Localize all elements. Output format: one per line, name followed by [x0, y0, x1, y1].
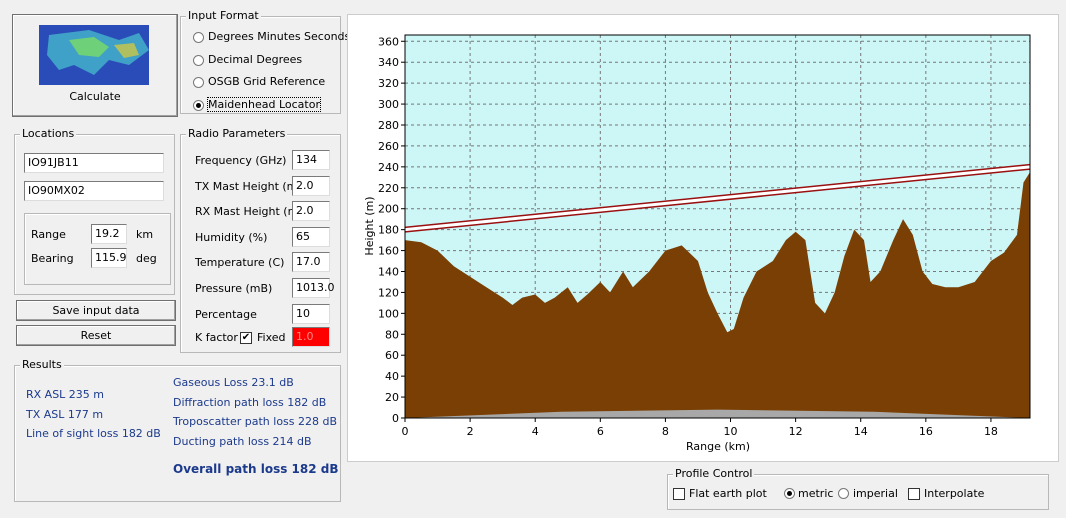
format-radio[interactable] — [193, 77, 204, 88]
param-value[interactable]: 17.0 — [292, 252, 330, 273]
results-group: Results RX ASL 235 m TX ASL 177 m Line of … — [14, 358, 341, 502]
input-format-group: Input Format Degrees Minutes Seconds Deci… — [180, 9, 350, 114]
format-radio[interactable] — [193, 54, 204, 66]
range-value[interactable]: 19.2 — [91, 224, 127, 244]
result-item: Ducting path loss 214 dB — [173, 435, 312, 449]
result-item: Gaseous Loss 23.1 dB — [173, 376, 294, 389]
range-unit: km — [136, 228, 154, 241]
format-radio[interactable] — [193, 99, 204, 111]
flat-earth-label: Flat earth plot — [689, 487, 767, 500]
metric-label: metric — [798, 487, 834, 500]
profile-control-group: Profile Control Flat earth plot metric i… — [667, 467, 1049, 510]
result-item: Diffraction path loss 182 dB — [173, 395, 327, 409]
imperial-radio[interactable] — [838, 488, 849, 499]
param-value[interactable]: 10 — [292, 303, 330, 324]
chart-frame — [347, 14, 1059, 462]
param-label: Pressure (mB) — [195, 282, 273, 295]
param-value[interactable]: 134 — [292, 150, 330, 170]
result-item: RX ASL 235 m — [26, 388, 105, 401]
format-label: Decimal Degrees — [208, 52, 303, 66]
result-item: Troposcatter path loss 228 dB — [173, 415, 338, 429]
imperial-label: imperial — [853, 487, 898, 500]
metric-radio[interactable] — [784, 488, 795, 499]
map-thumbnail — [39, 25, 149, 85]
param-label: Humidity (%) — [195, 230, 268, 244]
rx-location[interactable]: IO91JB11 — [24, 153, 164, 173]
bearing-value[interactable]: 115.9 — [91, 248, 127, 268]
param-label: Percentage — [195, 307, 257, 321]
param-label: TX Mast Height (m) — [195, 179, 302, 193]
k-factor-value[interactable]: 1.0 — [292, 327, 330, 347]
param-value[interactable]: 65 — [292, 226, 330, 247]
range-box: Range 19.2 km Bearing 115.9 deg — [24, 213, 171, 285]
bearing-label: Bearing — [31, 252, 74, 265]
group-title: Profile Control — [673, 467, 755, 480]
param-label: Frequency (GHz) — [195, 154, 287, 167]
save-button[interactable]: Save input data — [16, 300, 176, 321]
bearing-unit: deg — [136, 252, 157, 265]
param-value[interactable]: 2.0 — [292, 201, 330, 222]
param-value[interactable]: 2.0 — [292, 175, 330, 196]
param-label: RX Mast Height (m) — [195, 205, 303, 219]
param-label: Temperature (C) — [195, 256, 285, 270]
locations-group: Locations IO91JB11 IO90MX02 Range 19.2 k… — [14, 127, 175, 295]
result-item: TX ASL 177 m — [26, 407, 104, 421]
calculate-label: Calculate — [69, 90, 121, 103]
k-factor-label: K factor — [195, 331, 238, 344]
param-value[interactable]: 1013.0 — [292, 278, 335, 298]
range-label: Range — [31, 228, 66, 241]
format-label: Maidenhead Locator — [207, 96, 321, 112]
format-label: OSGB Grid Reference — [208, 75, 326, 88]
group-title: Input Format — [186, 9, 261, 22]
fixed-label: Fixed — [257, 331, 286, 344]
tx-location[interactable]: IO90MX02 — [24, 181, 164, 201]
reset-button[interactable]: Reset — [16, 325, 176, 346]
flat-earth-checkbox[interactable] — [673, 488, 685, 500]
format-label: Degrees Minutes Seconds — [208, 30, 351, 43]
group-title: Radio Parameters — [186, 127, 288, 140]
group-title: Results — [20, 358, 64, 371]
fixed-checkbox[interactable]: ✔ — [240, 332, 252, 344]
calculate-button[interactable]: Calculate — [12, 14, 178, 117]
interpolate-label: Interpolate — [924, 487, 985, 500]
group-title: Locations — [20, 127, 77, 140]
radio-parameters-group: Radio Parameters Frequency (GHz) 134 TX Ma… — [180, 127, 341, 353]
result-item: Line of sight loss 182 dB — [26, 427, 161, 440]
interpolate-checkbox[interactable] — [908, 488, 920, 500]
overall-loss: Overall path loss 182 dB — [173, 462, 339, 476]
format-radio[interactable] — [193, 32, 204, 43]
